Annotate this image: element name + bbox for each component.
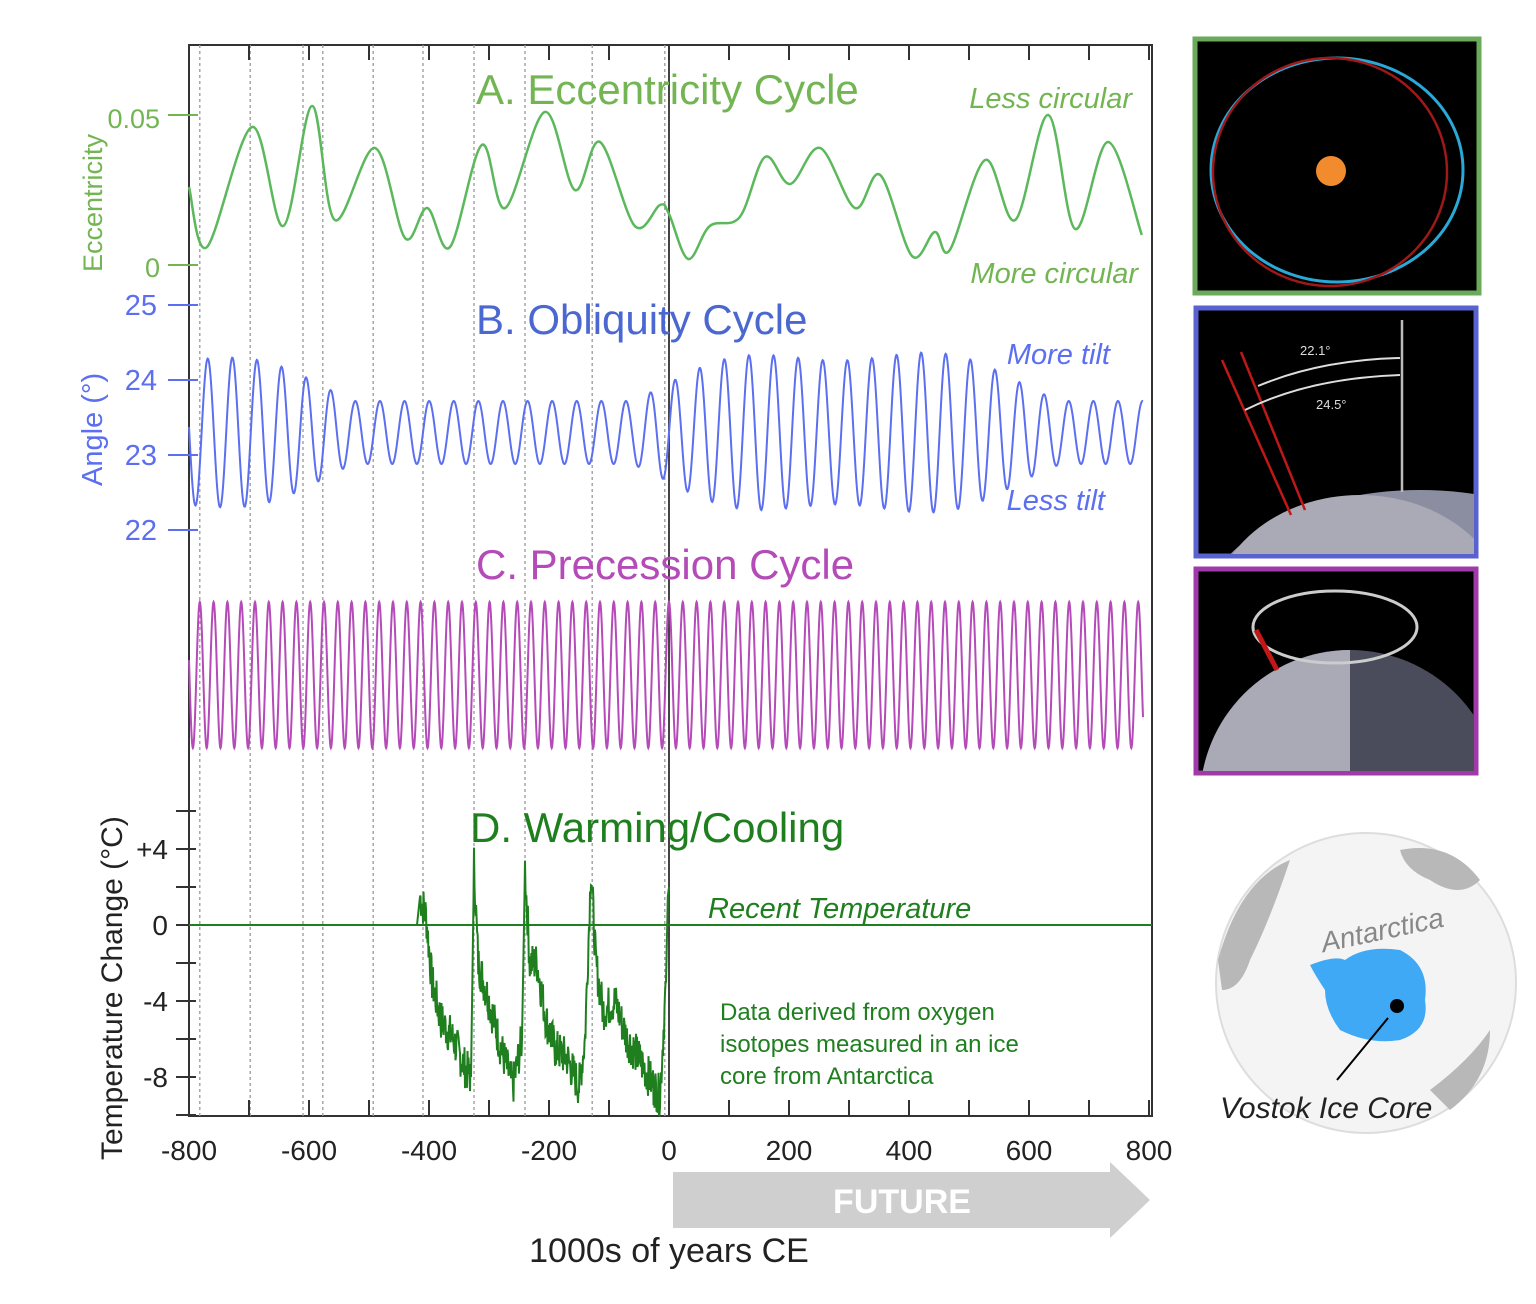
y-tick-label: 23	[125, 440, 157, 472]
y-tick-label: -8	[143, 1062, 168, 1093]
eccentricity-illustration	[1192, 36, 1482, 296]
y-tick-label: 0	[152, 910, 168, 941]
y-tick-label: +4	[136, 834, 168, 865]
y-tick-label: 22	[125, 515, 157, 547]
y-tick-label: 25	[125, 290, 157, 322]
x-tick-label: 400	[886, 1135, 933, 1166]
less-circular-label: Less circular	[969, 83, 1133, 115]
more-tilt-label: More tilt	[1007, 339, 1112, 371]
x-tick-label: 600	[1006, 1135, 1053, 1166]
eccentricity-series-line	[187, 104, 1143, 261]
sun-icon	[1316, 156, 1346, 186]
x-tick-label: -400	[401, 1135, 457, 1166]
y-tick-label: 24	[125, 365, 157, 397]
precession-title: C. Precession Cycle	[476, 541, 854, 588]
temperature-series-line	[416, 847, 670, 1118]
reference-dashed-lines	[199, 45, 666, 1116]
future-label: FUTURE	[833, 1183, 971, 1221]
more-circular-label: More circular	[970, 258, 1139, 290]
obliquity-ylabel: Angle (°)	[77, 373, 109, 486]
obliquity-title: B. Obliquity Cycle	[476, 296, 807, 343]
obliquity-series-line	[188, 351, 1144, 514]
precession-series-line	[188, 599, 1144, 751]
angle-label-min: 22.1°	[1300, 343, 1331, 358]
ytick-ecc-0: 0	[145, 253, 160, 283]
x-axis-label: 1000s of years CE	[529, 1232, 809, 1270]
eccentricity-ylabel: Eccentricity	[78, 133, 108, 272]
x-tick-label: -800	[161, 1135, 217, 1166]
x-tick-label: -200	[521, 1135, 577, 1166]
y-tick-label: -4	[143, 986, 168, 1017]
data-note-line-2: isotopes measured in an ice	[720, 1031, 1019, 1058]
vostok-caption: Vostok Ice Core	[1220, 1092, 1432, 1125]
less-tilt-label: Less tilt	[1007, 485, 1107, 517]
temperature-title: D. Warming/Cooling	[470, 804, 844, 851]
angle-label-max: 24.5°	[1316, 397, 1347, 412]
temperature-ylabel: Temperature Change (°C)	[96, 816, 129, 1160]
eccentricity-title: A. Eccentricity Cycle	[476, 66, 859, 113]
x-tick-label: 800	[1126, 1135, 1173, 1166]
plot-frame	[188, 44, 1153, 1117]
precession-illustration	[1193, 566, 1479, 776]
x-tick-label: 0	[661, 1135, 677, 1166]
x-axis-ticks	[188, 45, 1150, 1116]
ytick-ecc-005: 0.05	[107, 104, 160, 134]
data-note-line-3: core from Antarctica	[720, 1063, 934, 1090]
future-arrow	[673, 1162, 1150, 1238]
x-tick-label: -600	[281, 1135, 337, 1166]
antarctica-map: Antarctica Vostok Ice Core	[1215, 832, 1517, 1134]
data-note-line-1: Data derived from oxygen	[720, 999, 995, 1026]
recent-temperature-label: Recent Temperature	[708, 893, 971, 925]
x-tick-label: 200	[766, 1135, 813, 1166]
obliquity-illustration: 22.1° 24.5°	[1193, 305, 1479, 559]
vostok-marker	[1390, 999, 1404, 1013]
